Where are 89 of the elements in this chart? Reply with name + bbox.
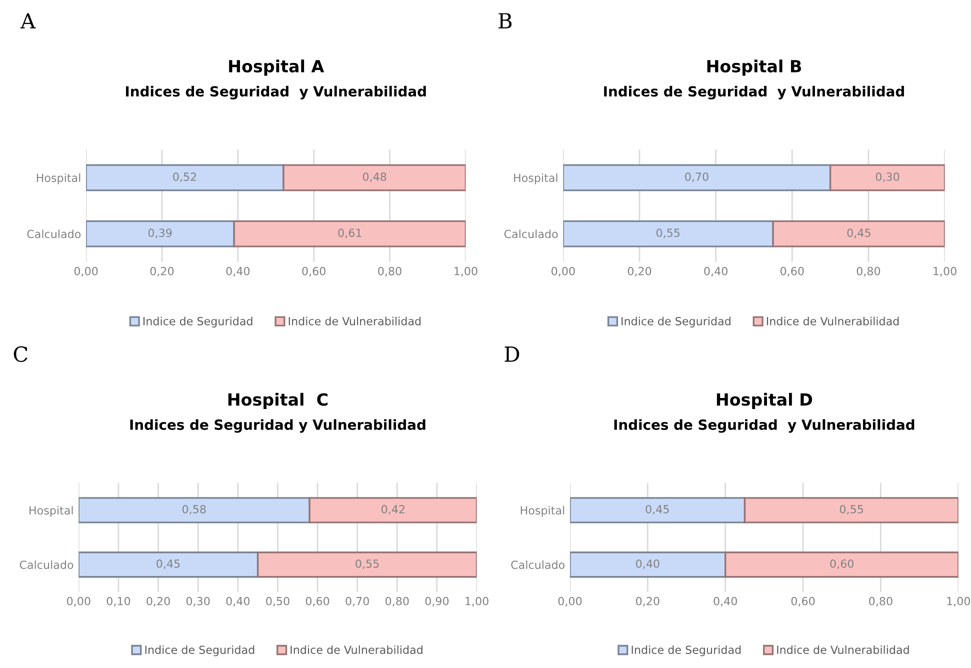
- bar: [78, 497, 310, 524]
- chart-title: Hospital A: [229, 60, 324, 76]
- x-tick-label: 0,60: [302, 266, 326, 276]
- bar: [256, 552, 477, 578]
- bar: [308, 497, 477, 524]
- y-tick-label: Calculado: [27, 230, 81, 238]
- data-label: 0,39: [148, 228, 172, 238]
- data-label: 0,30: [876, 172, 900, 182]
- x-tick-label: 1,00: [934, 266, 956, 276]
- data-label: 0,61: [338, 228, 362, 238]
- chart-title: Hospital B: [707, 60, 802, 76]
- x-tick-label: 0,80: [869, 596, 892, 606]
- text: D: [504, 346, 520, 362]
- chart-title: Hospital C: [228, 392, 328, 410]
- chart-title: Hospital D: [716, 392, 812, 410]
- x-tick-label: 0,20: [628, 266, 652, 276]
- x-tick-label: 0,00: [558, 596, 582, 606]
- data-label: 0,45: [646, 505, 669, 515]
- x-tick-label: 1,00: [466, 596, 488, 606]
- x-tick-label: 0,20: [150, 266, 174, 276]
- data-label: 0,45: [156, 559, 180, 569]
- data-label: 0,42: [382, 505, 404, 515]
- y-tick-label: Hospital: [36, 173, 80, 184]
- bar: [563, 164, 832, 192]
- y-tick-label: Hospital: [520, 506, 564, 517]
- x-tick-label: 0,30: [186, 596, 210, 606]
- legend-label: Indice de Seguridad: [143, 316, 252, 328]
- x-tick-label: 0,00: [74, 266, 98, 276]
- y-tick-label: Calculado: [511, 560, 565, 570]
- x-tick-label: 0,60: [306, 596, 330, 606]
- text: B: [498, 13, 512, 28]
- data-label: 0,55: [840, 505, 863, 515]
- legend-label: Indice de Vulnerabilidad: [777, 645, 909, 654]
- x-tick-label: 0,00: [67, 596, 90, 606]
- x-tick-label: 1,00: [947, 596, 970, 606]
- legend-label: Indice de Seguridad: [622, 316, 730, 328]
- data-label: 0,48: [362, 172, 386, 182]
- x-tick-label: 0,90: [425, 596, 449, 606]
- x-tick-label: 0,40: [226, 596, 250, 606]
- x-tick-label: 0,00: [552, 266, 575, 276]
- x-tick-label: 0,60: [791, 596, 815, 606]
- x-tick-label: 0,80: [378, 266, 402, 276]
- y-tick-label: Hospital: [514, 173, 558, 184]
- data-label: 0,55: [356, 559, 379, 569]
- y-tick-label: Calculado: [20, 560, 74, 570]
- x-tick-label: 0,70: [346, 596, 369, 606]
- x-tick-label: 0,10: [106, 596, 130, 606]
- bar: [829, 164, 945, 192]
- bar: [724, 552, 958, 578]
- bar: [78, 552, 259, 578]
- chart-subtitle: Indices de Seguridad y Vulnerabilidad: [130, 419, 426, 433]
- legend-label: Indice de Seguridad: [145, 645, 254, 656]
- chart-subtitle: Indices de Seguridad y Vulnerabilidad: [604, 86, 904, 100]
- x-tick-label: 0,80: [856, 266, 880, 276]
- bar: [233, 220, 466, 248]
- legend-label: Indice de Vulnerabilidad: [766, 316, 899, 326]
- bar: [563, 220, 774, 248]
- data-label: 0,58: [182, 505, 206, 515]
- x-tick-label: 0,80: [386, 596, 409, 606]
- bar: [570, 497, 746, 524]
- x-tick-label: 0,50: [266, 596, 290, 606]
- data-label: 0,52: [173, 172, 196, 182]
- y-tick-label: Calculado: [504, 230, 558, 238]
- data-label: 0,40: [636, 559, 660, 569]
- chart-subtitle: Indices de Seguridad y Vulnerabilidad: [614, 419, 914, 433]
- legend-label: Indice de Vulnerabilidad: [290, 645, 422, 654]
- text: C: [14, 346, 28, 362]
- text: A: [20, 13, 36, 28]
- chart-subtitle: Indices de Seguridad y Vulnerabilidad: [126, 86, 426, 100]
- legend-label: Indice de Seguridad: [632, 645, 741, 656]
- data-label: 0,55: [656, 228, 680, 238]
- bar: [86, 164, 284, 192]
- bar: [772, 220, 945, 248]
- bar: [744, 497, 958, 524]
- x-tick-label: 0,20: [146, 596, 170, 606]
- bar: [570, 552, 726, 578]
- x-tick-label: 0,40: [714, 596, 737, 606]
- x-tick-label: 0,40: [704, 266, 728, 276]
- y-tick-label: Hospital: [30, 506, 73, 517]
- data-label: 0,70: [685, 172, 708, 182]
- x-tick-label: 1,00: [454, 266, 478, 276]
- x-tick-label: 0,20: [636, 596, 660, 606]
- bar: [86, 220, 235, 248]
- legend-label: Indice de Vulnerabilidad: [288, 316, 421, 326]
- data-label: 0,45: [847, 228, 870, 238]
- x-tick-label: 0,60: [780, 266, 804, 276]
- data-label: 0,60: [830, 559, 854, 569]
- x-tick-label: 0,40: [226, 266, 250, 276]
- bar: [282, 164, 466, 192]
